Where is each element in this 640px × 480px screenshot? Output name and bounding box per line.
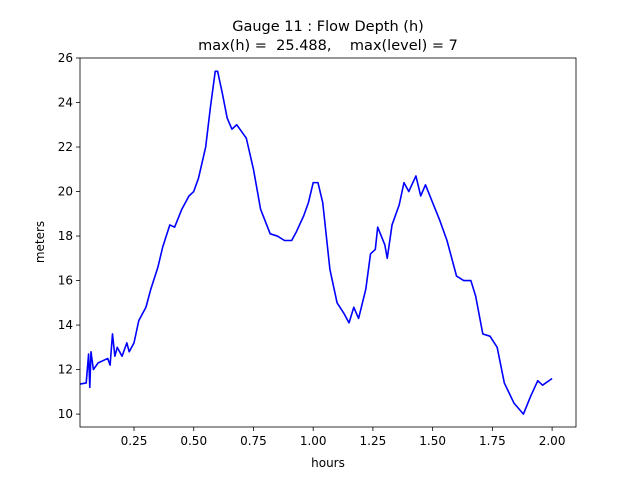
- x-tick-label: 1.75: [479, 434, 506, 448]
- plot-frame: [79, 57, 577, 428]
- y-tick-label: 26: [58, 51, 73, 65]
- y-tick-label: 10: [58, 407, 73, 421]
- x-tick-label: 0.25: [121, 434, 148, 448]
- x-tick-label: 1.00: [300, 434, 327, 448]
- y-tick-label: 14: [58, 318, 73, 332]
- y-tick-label: 24: [58, 96, 73, 110]
- x-tick-label: 0.75: [240, 434, 267, 448]
- y-tick-label: 22: [58, 140, 73, 154]
- y-tick-label: 16: [58, 274, 73, 288]
- chart-subtitle: max(h) = 25.488, max(level) = 7: [198, 38, 458, 54]
- y-tick-label: 20: [58, 185, 73, 199]
- y-tick-label: 18: [58, 229, 73, 243]
- data-line: [79, 70, 553, 415]
- x-tick-label: 2.00: [539, 434, 566, 448]
- x-tick-label: 1.50: [419, 434, 446, 448]
- x-axis-label: hours: [311, 456, 345, 470]
- y-tick-label: 12: [58, 363, 73, 377]
- chart-title: Gauge 11 : Flow Depth (h): [232, 19, 424, 35]
- y-axis-label: meters: [33, 221, 47, 263]
- x-tick-label: 0.50: [180, 434, 207, 448]
- x-tick-label: 1.25: [360, 434, 387, 448]
